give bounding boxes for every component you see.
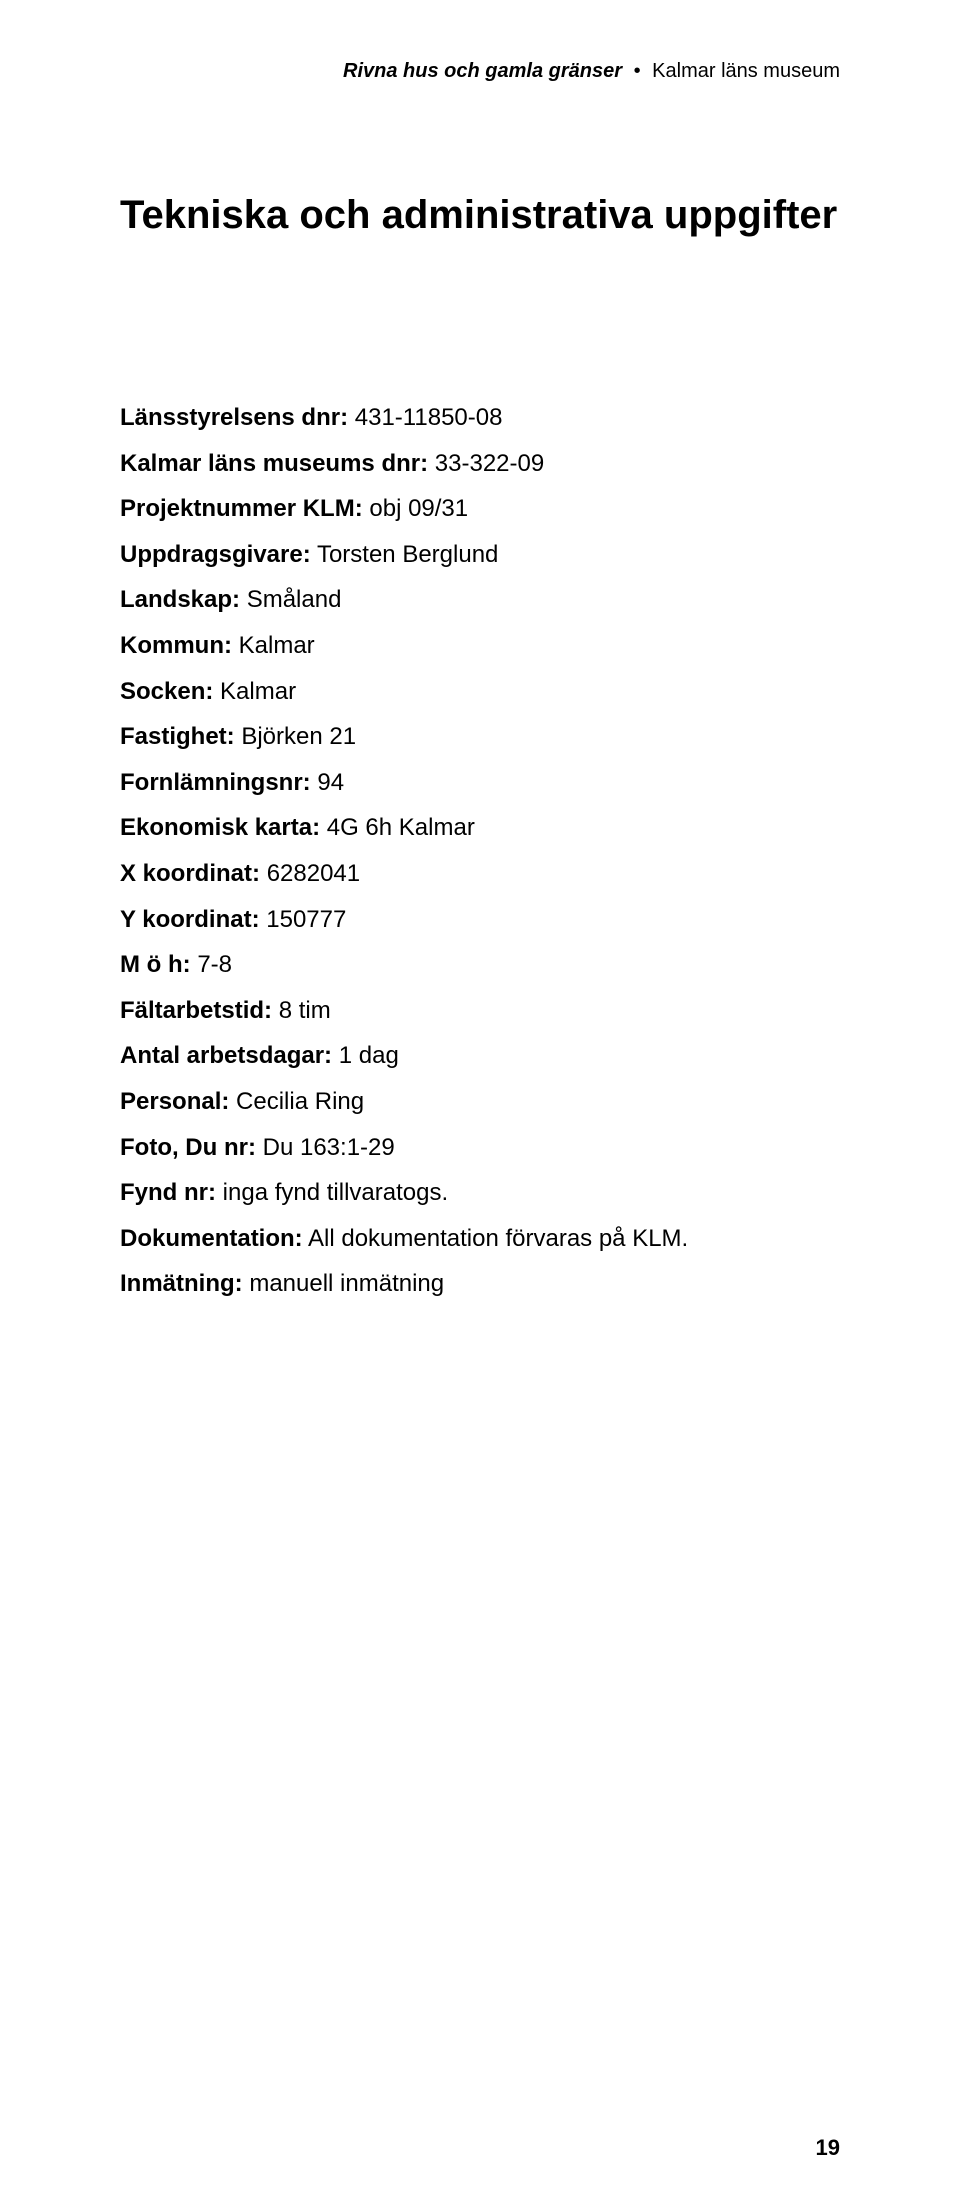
field-label: M ö h: bbox=[120, 951, 191, 978]
header-italic: Rivna hus och gamla gränser bbox=[343, 60, 622, 82]
field-row: Fornlämningsnr: 94 bbox=[120, 763, 840, 803]
field-value: 7-8 bbox=[197, 951, 232, 978]
field-row: Kommun: Kalmar bbox=[120, 626, 840, 666]
field-row: Uppdragsgivare: Torsten Berglund bbox=[120, 535, 840, 575]
field-value: 431-11850-08 bbox=[355, 404, 503, 431]
field-row: Länsstyrelsens dnr: 431-11850-08 bbox=[120, 398, 840, 438]
field-row: Antal arbetsdagar: 1 dag bbox=[120, 1036, 840, 1076]
field-label: Landskap: bbox=[120, 586, 240, 613]
field-value: All dokumentation förvaras på KLM. bbox=[308, 1225, 688, 1252]
field-label: Antal arbetsdagar: bbox=[120, 1042, 332, 1069]
fields-list: Länsstyrelsens dnr: 431-11850-08 Kalmar … bbox=[120, 398, 840, 1304]
field-label: Socken: bbox=[120, 678, 213, 705]
field-row: Inmätning: manuell inmätning bbox=[120, 1264, 840, 1304]
field-label: Uppdragsgivare: bbox=[120, 541, 311, 568]
field-label: Projektnummer KLM: bbox=[120, 495, 363, 522]
field-value: 8 tim bbox=[279, 997, 331, 1024]
field-label: Fältarbetstid: bbox=[120, 997, 272, 1024]
field-row: Dokumentation: All dokumentation förvara… bbox=[120, 1219, 840, 1259]
field-row: Ekonomisk karta: 4G 6h Kalmar bbox=[120, 808, 840, 848]
field-value: obj 09/31 bbox=[369, 495, 468, 522]
field-label: X koordinat: bbox=[120, 860, 260, 887]
field-label: Y koordinat: bbox=[120, 906, 260, 933]
field-value: Kalmar bbox=[220, 678, 296, 705]
field-label: Länsstyrelsens dnr: bbox=[120, 404, 348, 431]
field-value: Cecilia Ring bbox=[236, 1088, 364, 1115]
field-label: Ekonomisk karta: bbox=[120, 814, 320, 841]
header-separator: • bbox=[634, 60, 641, 82]
field-row: Fastighet: Björken 21 bbox=[120, 717, 840, 757]
field-row: Socken: Kalmar bbox=[120, 672, 840, 712]
field-row: Y koordinat: 150777 bbox=[120, 900, 840, 940]
field-label: Fynd nr: bbox=[120, 1179, 216, 1206]
field-row: Landskap: Småland bbox=[120, 580, 840, 620]
field-label: Inmätning: bbox=[120, 1270, 243, 1297]
field-value: 4G 6h Kalmar bbox=[327, 814, 475, 841]
field-label: Fastighet: bbox=[120, 723, 235, 750]
field-row: Fynd nr: inga fynd tillvaratogs. bbox=[120, 1173, 840, 1213]
field-label: Kalmar läns museums dnr: bbox=[120, 450, 428, 477]
field-value: Björken 21 bbox=[241, 723, 356, 750]
field-row: Kalmar läns museums dnr: 33-322-09 bbox=[120, 444, 840, 484]
field-row: Fältarbetstid: 8 tim bbox=[120, 991, 840, 1031]
field-row: Personal: Cecilia Ring bbox=[120, 1082, 840, 1122]
field-value: Torsten Berglund bbox=[317, 541, 498, 568]
field-value: Du 163:1-29 bbox=[263, 1134, 395, 1161]
header-plain: Kalmar läns museum bbox=[652, 60, 840, 82]
field-label: Fornlämningsnr: bbox=[120, 769, 311, 796]
field-value: 6282041 bbox=[267, 860, 360, 887]
field-value: manuell inmätning bbox=[249, 1270, 444, 1297]
field-value: Småland bbox=[247, 586, 342, 613]
field-row: Projektnummer KLM: obj 09/31 bbox=[120, 489, 840, 529]
field-label: Foto, Du nr: bbox=[120, 1134, 256, 1161]
field-value: 1 dag bbox=[339, 1042, 399, 1069]
field-value: 33-322-09 bbox=[435, 450, 544, 477]
field-value: 94 bbox=[317, 769, 344, 796]
field-label: Dokumentation: bbox=[120, 1225, 303, 1252]
field-value: inga fynd tillvaratogs. bbox=[223, 1179, 448, 1206]
field-value: Kalmar bbox=[239, 632, 315, 659]
field-row: X koordinat: 6282041 bbox=[120, 854, 840, 894]
page-title: Tekniska och administrativa uppgifter bbox=[120, 193, 840, 238]
field-label: Personal: bbox=[120, 1088, 229, 1115]
running-header: Rivna hus och gamla gränser • Kalmar län… bbox=[120, 60, 840, 83]
page-number: 19 bbox=[816, 2135, 840, 2161]
field-label: Kommun: bbox=[120, 632, 232, 659]
field-row: M ö h: 7-8 bbox=[120, 945, 840, 985]
field-row: Foto, Du nr: Du 163:1-29 bbox=[120, 1128, 840, 1168]
field-value: 150777 bbox=[266, 906, 346, 933]
